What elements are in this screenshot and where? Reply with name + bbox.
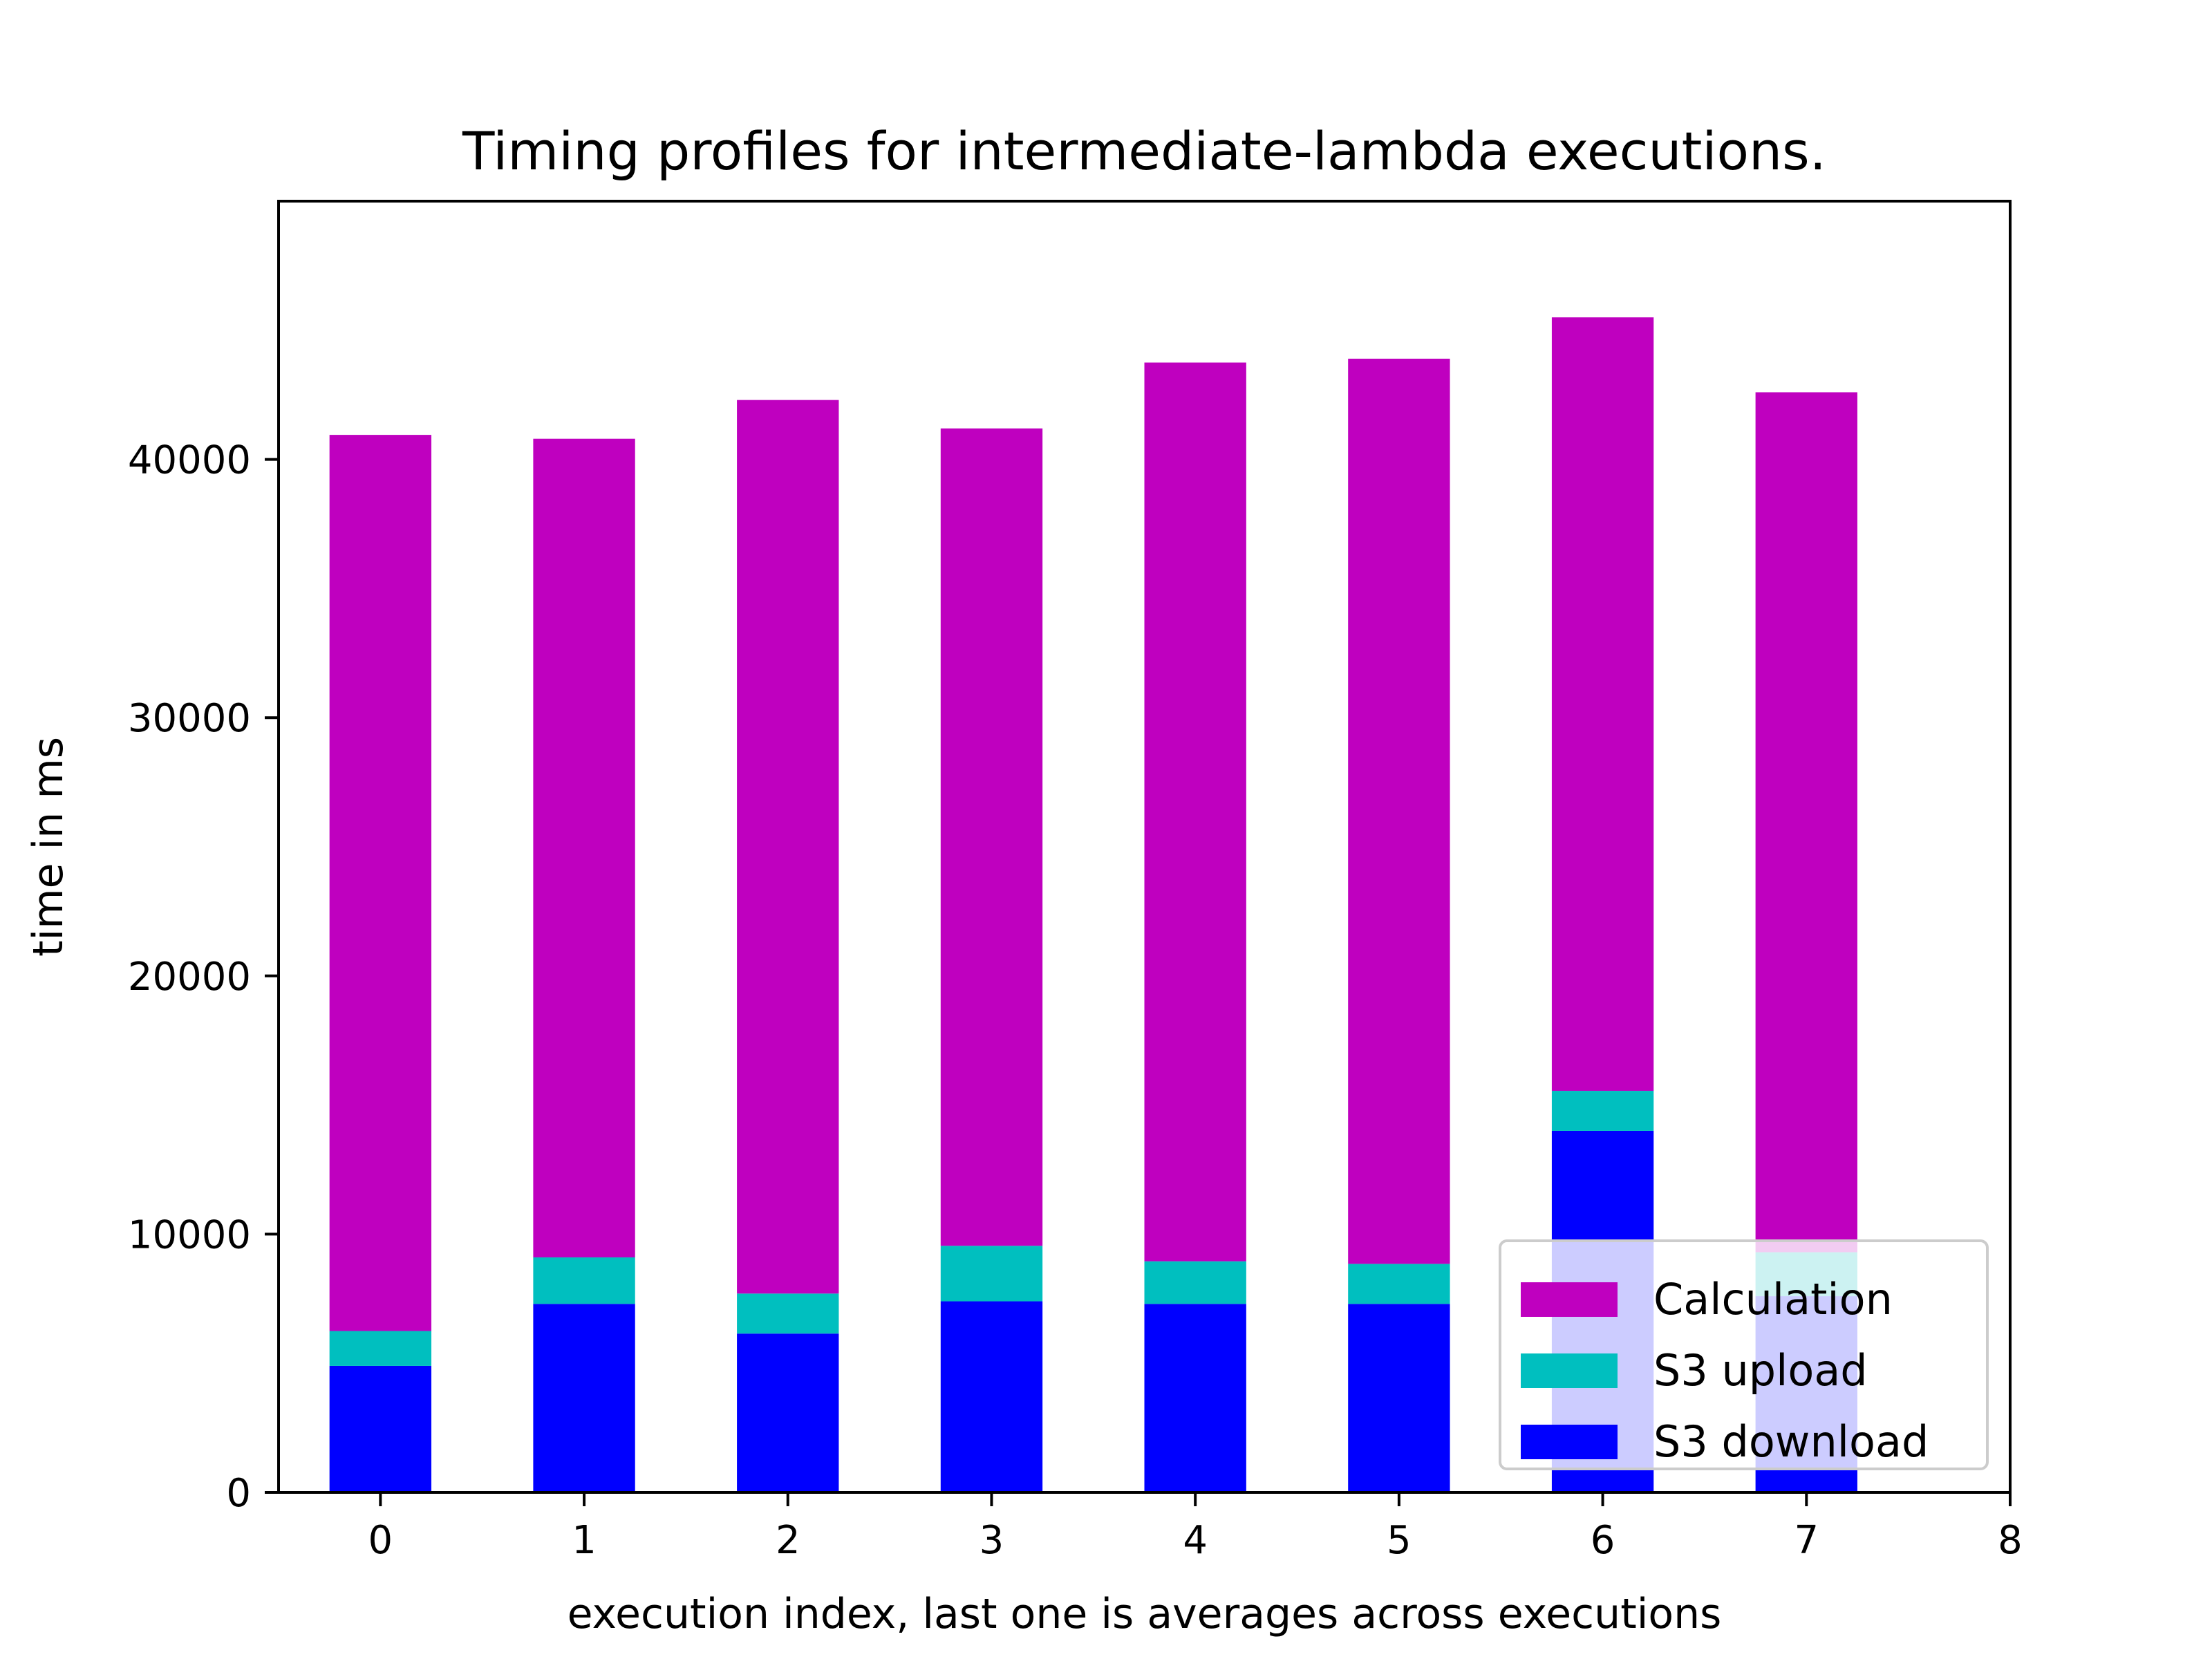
x-tick-label: 7 bbox=[1794, 1518, 1819, 1563]
x-axis-label: execution index, last one is averages ac… bbox=[568, 1590, 1722, 1638]
y-tick-label: 30000 bbox=[128, 696, 251, 741]
y-tick-label: 10000 bbox=[128, 1212, 251, 1257]
x-tick-label: 2 bbox=[776, 1518, 800, 1563]
x-tick-label: 6 bbox=[1591, 1518, 1615, 1563]
bar-s3-upload-2 bbox=[737, 1293, 839, 1334]
x-axis: 0 1 2 3 4 5 6 7 8 bbox=[368, 1492, 2023, 1563]
bar-calculation-7 bbox=[1755, 392, 1857, 1253]
legend-label-calculation: Calculation bbox=[1653, 1274, 1893, 1324]
x-tick-label: 5 bbox=[1387, 1518, 1412, 1563]
legend-swatch-s3-download bbox=[1521, 1425, 1618, 1459]
legend-frame bbox=[1499, 1239, 1989, 1470]
legend-label-s3-download: S3 download bbox=[1653, 1416, 1929, 1467]
bar-calculation-0 bbox=[329, 435, 432, 1331]
chart-title: Timing profiles for intermediate-lambda … bbox=[462, 120, 1826, 182]
bar-s3-download-2 bbox=[737, 1333, 839, 1492]
y-axis-label: time in ms bbox=[24, 737, 73, 957]
plot-frame bbox=[277, 200, 2012, 1494]
bar-s3-upload-6 bbox=[1551, 1091, 1654, 1131]
y-tick-label: 40000 bbox=[128, 438, 251, 483]
x-tick-label: 0 bbox=[368, 1518, 393, 1563]
bars-group bbox=[329, 317, 1857, 1492]
bar-s3-upload-0 bbox=[329, 1331, 432, 1366]
bar-calculation-2 bbox=[737, 400, 839, 1294]
legend-swatch-s3-upload bbox=[1521, 1353, 1618, 1388]
bar-s3-download-4 bbox=[1144, 1304, 1246, 1492]
y-tick-label: 20000 bbox=[128, 955, 251, 1000]
bar-s3-upload-5 bbox=[1348, 1264, 1450, 1304]
legend-label-s3-upload: S3 upload bbox=[1653, 1345, 1868, 1396]
bar-s3-download-5 bbox=[1348, 1304, 1450, 1492]
bar-calculation-4 bbox=[1144, 362, 1246, 1262]
bar-calculation-3 bbox=[940, 428, 1043, 1246]
bar-calculation-1 bbox=[533, 438, 635, 1258]
bar-s3-download-1 bbox=[533, 1304, 635, 1492]
x-tick-label: 8 bbox=[1998, 1518, 2023, 1563]
legend-swatch-calculation bbox=[1521, 1282, 1618, 1317]
bar-s3-upload-4 bbox=[1144, 1261, 1246, 1304]
bar-s3-upload-1 bbox=[533, 1257, 635, 1304]
x-tick-label: 3 bbox=[980, 1518, 1004, 1563]
bar-s3-download-3 bbox=[940, 1301, 1043, 1492]
legend: Calculation S3 upload S3 download bbox=[1499, 1239, 1989, 1470]
bar-calculation-6 bbox=[1551, 317, 1654, 1091]
x-tick-label: 1 bbox=[572, 1518, 597, 1563]
bar-calculation-5 bbox=[1348, 358, 1450, 1264]
y-tick-label: 0 bbox=[226, 1471, 251, 1516]
bar-s3-download-0 bbox=[329, 1365, 432, 1492]
y-axis: 0 10000 20000 30000 40000 bbox=[128, 438, 279, 1516]
bar-s3-upload-3 bbox=[940, 1246, 1043, 1302]
x-tick-label: 4 bbox=[1183, 1518, 1208, 1563]
